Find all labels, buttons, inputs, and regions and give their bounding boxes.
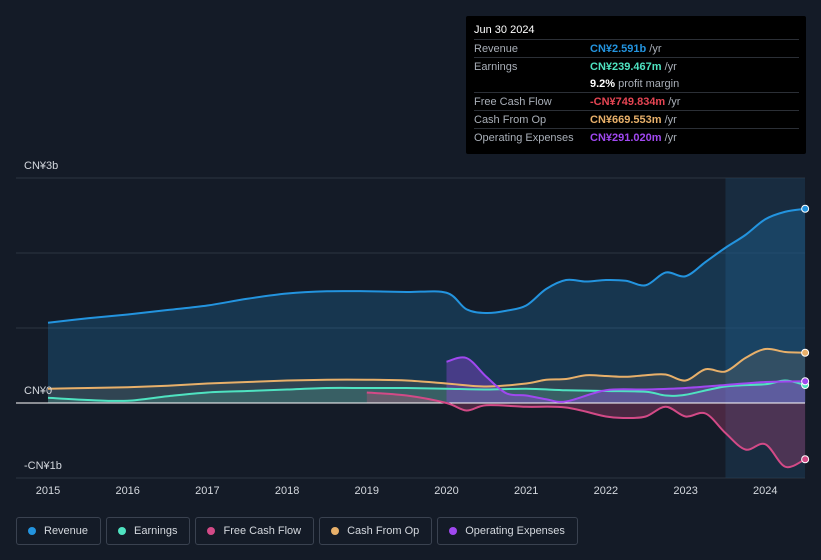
legend-label: Operating Expenses [465,525,565,537]
grid-lines [16,177,805,479]
tooltip-rows: Revenue CN¥2.591b/yr Earnings CN¥239.467m/y… [474,39,799,146]
x-tick-label: 2016 [115,485,140,497]
series-areas [48,208,806,468]
tooltip-row-value: CN¥239.467m [590,60,662,73]
tooltip-row: Free Cash Flow -CN¥749.834m/yr [474,92,799,110]
x-tick-label: 2023 [673,485,698,497]
x-tick-label: 2021 [513,485,539,497]
legend-dot-icon [331,527,340,535]
tooltip-row-unit: /yr [664,60,677,73]
legend-item-earnings[interactable]: Earnings [106,517,191,545]
free-cash-flow-line [366,391,806,469]
tooltip-row-value: -CN¥749.834m [590,95,666,108]
tooltip-row-label: Cash From Op [474,113,547,126]
legend-item-operating-expenses[interactable]: Operating Expenses [437,517,578,545]
revenue-end-marker [801,204,810,213]
y-tick-label-bottom: -CN¥1b [24,460,62,472]
tooltip-row: Cash From Op CN¥669.553m/yr [474,110,799,128]
y-tick-label-zero: CN¥0 [24,385,53,397]
legend-label: Free Cash Flow [223,525,302,537]
legend-item-revenue[interactable]: Revenue [16,517,102,545]
legend-label: Revenue [44,525,89,537]
legend-dot-icon [28,527,36,535]
tooltip-row: Operating Expenses CN¥291.020m/yr [474,128,799,146]
tooltip-row-unit: profit margin [618,77,680,90]
x-tick-label: 2019 [354,485,380,497]
free-cash-flow-area [366,392,806,468]
x-tick-label: 2017 [195,485,220,497]
earnings-line [47,379,806,402]
x-tick-label: 2022 [593,485,619,497]
revenue-line [47,207,806,324]
tooltip-row-value: CN¥291.020m [590,131,662,144]
legend-dot-icon [207,527,216,535]
earnings-area [48,380,806,403]
tooltip-row-value: 9.2% [590,77,616,90]
legend-label: Cash From Op [347,525,420,537]
tooltip-row: Revenue CN¥2.591b/yr [474,39,799,57]
legend-item-cash-from-op[interactable]: Cash From Op [319,517,433,545]
data-tooltip: Jun 30 2024 Revenue CN¥2.591b/yr Earnings C… [466,16,806,154]
legend-dot-icon [449,527,458,535]
free-cash-flow-end-marker [801,455,810,464]
cash-from-op-line [47,347,806,390]
tooltip-row: 9.2% profit margin [474,75,799,92]
tooltip-row-label: Revenue [474,42,519,55]
tooltip-row-unit: /yr [668,95,681,108]
y-tick-label-top: CN¥3b [24,160,59,172]
revenue-area [48,208,806,403]
tooltip-row-label: Earnings [474,60,518,73]
tooltip-row-unit: /yr [664,113,677,126]
legend-item-free-cash-flow[interactable]: Free Cash Flow [195,517,315,545]
tooltip-row-value: CN¥669.553m [590,113,662,126]
legend-dot-icon [118,527,127,535]
tooltip-row-unit: /yr [664,131,677,144]
x-tick-label: 2015 [35,485,61,497]
chart-legend: Revenue Earnings Free Cash Flow Cash From O… [16,517,578,545]
tooltip-row: Earnings CN¥239.467m/yr [474,57,799,75]
tooltip-row-value: CN¥2.591b [590,42,647,55]
cash-from-op-end-marker [801,348,810,357]
series-lines [47,207,806,469]
tooltip-date: Jun 30 2024 [474,24,535,36]
operating-expenses-end-marker [801,377,810,386]
x-tick-label: 2024 [753,485,778,497]
operating-expenses-area [446,357,806,403]
x-tick-label: 2020 [434,485,459,497]
tooltip-row-unit: /yr [649,42,662,55]
operating-expenses-line [446,356,806,403]
past-year-highlight [725,178,805,478]
x-tick-label: 2018 [274,485,300,497]
tooltip-row-label: Free Cash Flow [474,95,552,108]
series-end-markers [801,204,810,464]
legend-label: Earnings [134,525,178,537]
tooltip-row-label: Operating Expenses [474,131,574,144]
